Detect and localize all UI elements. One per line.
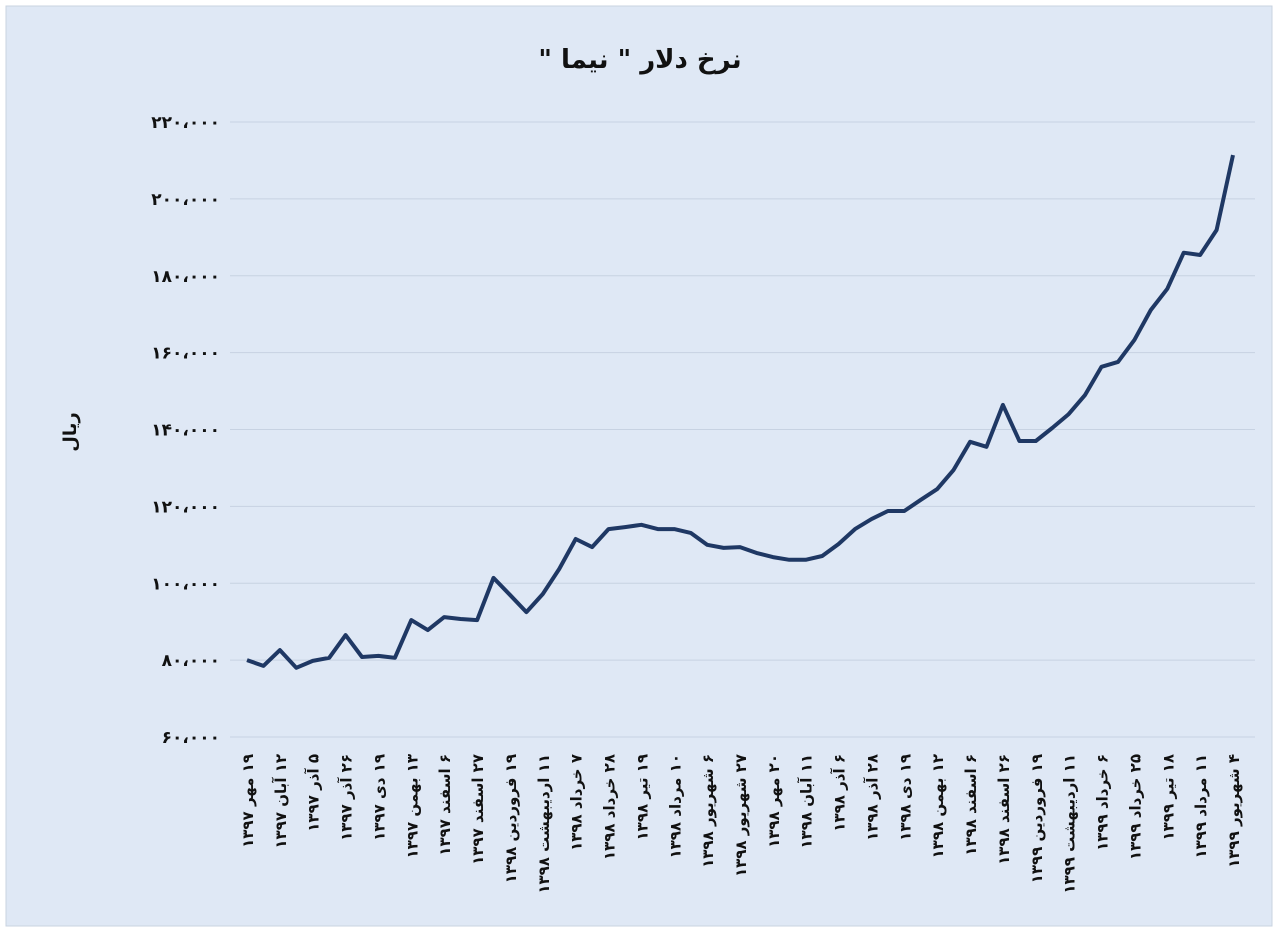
x-tick-label: ۶ اسفند ۱۳۹۷ (436, 754, 454, 856)
x-tick-label: ۱۹ مهر ۱۳۹۷ (239, 754, 257, 848)
x-tick-label: ۵ آذر ۱۳۹۷ (305, 754, 323, 832)
x-tick-label: ۶ خرداد ۱۳۹۹ (1094, 754, 1112, 851)
y-tick-label: ۱۸۰،۰۰۰ (151, 267, 220, 287)
x-tick-label: ۴ شهریور ۱۳۹۹ (1225, 754, 1243, 868)
y-tick-label: ۱۴۰،۰۰۰ (151, 421, 220, 441)
x-tick-label: ۱۱ مرداد ۱۳۹۹ (1192, 754, 1210, 859)
x-tick-label: ۱۹ فروردین ۱۳۹۸ (502, 754, 520, 883)
x-tick-label: ۲۷ اسفند ۱۳۹۷ (469, 754, 487, 865)
x-tick-label: ۲۶ آذر ۱۳۹۷ (338, 754, 356, 841)
x-tick-label: ۶ اسفند ۱۳۹۸ (962, 754, 980, 856)
x-tick-label: ۱۱ آبان ۱۳۹۸ (798, 754, 816, 849)
y-tick-label: ۲۰۰،۰۰۰ (151, 190, 220, 210)
y-tick-label: ۶۰،۰۰۰ (162, 728, 220, 748)
chart-title: نرخ دلار " نیما " (538, 45, 741, 75)
y-tick-label: ۱۰۰،۰۰۰ (151, 574, 220, 594)
x-tick-label: ۱۸ تیر ۱۳۹۹ (1159, 754, 1177, 840)
x-tick-label: ۱۲ بهمن ۱۳۹۸ (929, 754, 947, 858)
y-tick-label: ۸۰،۰۰۰ (162, 651, 220, 671)
x-tick-label: ۶ آذر ۱۳۹۸ (831, 754, 849, 832)
x-tick-label: ۱۹ دی ۱۳۹۸ (896, 754, 914, 841)
x-tick-label: ۷ خرداد ۱۳۹۸ (568, 754, 586, 851)
x-tick-label: ۲۵ خرداد ۱۳۹۹ (1126, 754, 1144, 860)
x-tick-label: ۲۶ اسفند ۱۳۹۸ (995, 754, 1013, 865)
y-tick-label: ۲۲۰،۰۰۰ (151, 113, 220, 133)
chart-background (5, 5, 1273, 927)
x-tick-label: ۶ شهریور ۱۳۹۸ (699, 754, 717, 868)
x-tick-label: ۱۹ تیر ۱۳۹۸ (633, 754, 651, 840)
x-tick-label: ۲۰ مهر ۱۳۹۸ (765, 754, 783, 848)
x-tick-label: ۱۱ اردیبهشت ۱۳۹۸ (535, 754, 553, 894)
x-tick-label: ۱۹ فروردین ۱۳۹۹ (1028, 754, 1046, 883)
x-tick-label: ۱۹ دی ۱۳۹۷ (370, 754, 388, 841)
x-tick-label: ۲۷ شهریور ۱۳۹۸ (732, 754, 750, 877)
x-tick-label: ۱۳ بهمن ۱۳۹۷ (403, 754, 421, 858)
y-tick-label: ۱۶۰،۰۰۰ (151, 344, 220, 364)
x-tick-label: ۲۸ آذر ۱۳۹۸ (863, 754, 881, 841)
y-axis-label: ریال (60, 412, 81, 452)
x-tick-label: ۱۰ مرداد ۱۳۹۸ (666, 754, 684, 859)
data-line (246, 154, 1235, 670)
x-tick-label: ۲۸ خرداد ۱۳۹۸ (601, 754, 619, 860)
x-tick-label: ۱۲ آبان ۱۳۹۷ (272, 754, 290, 849)
y-tick-label: ۱۲۰،۰۰۰ (151, 497, 220, 517)
x-tick-label: ۱۱ اردیبهشت ۱۳۹۹ (1061, 754, 1079, 894)
